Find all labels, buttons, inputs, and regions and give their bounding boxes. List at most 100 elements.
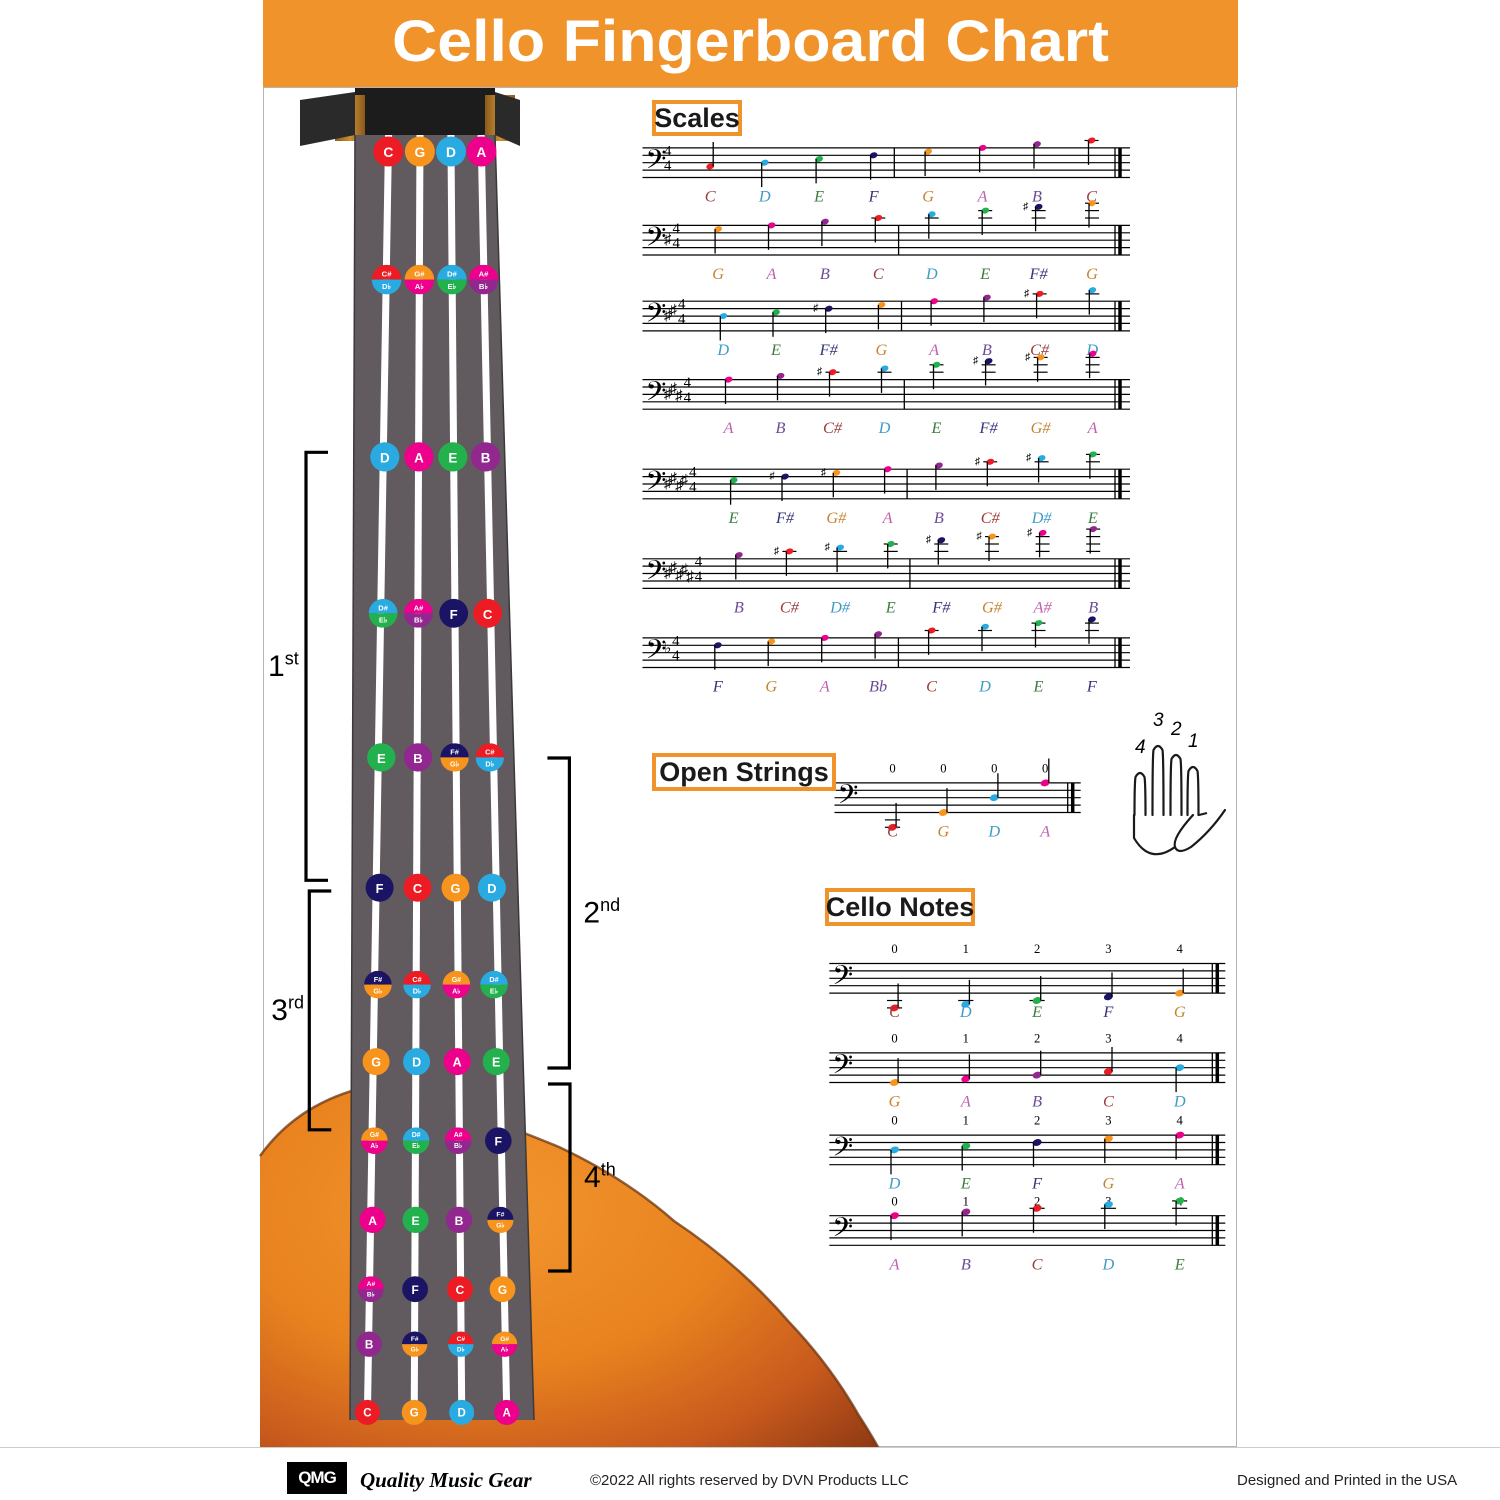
svg-text:A: A	[819, 677, 830, 696]
svg-text:B: B	[1032, 187, 1042, 206]
svg-text:E: E	[492, 1056, 500, 1070]
svg-text:C: C	[705, 187, 717, 206]
svg-text:G: G	[415, 145, 426, 160]
svg-text:B: B	[734, 597, 744, 616]
svg-text:F#: F#	[496, 1211, 504, 1218]
svg-text:C: C	[483, 607, 493, 622]
svg-text:G♭: G♭	[411, 1345, 419, 1353]
svg-text:3: 3	[1105, 1114, 1111, 1128]
svg-text:4: 4	[1177, 1032, 1184, 1046]
svg-text:G♭: G♭	[496, 1221, 505, 1229]
svg-text:C: C	[1103, 1092, 1115, 1111]
svg-text:D#: D#	[829, 597, 851, 616]
svg-text:4: 4	[664, 158, 672, 174]
svg-text:F#: F#	[775, 508, 795, 527]
svg-text:♯: ♯	[669, 303, 677, 319]
svg-text:0: 0	[940, 762, 946, 776]
svg-text:B: B	[1032, 1092, 1042, 1111]
svg-text:D: D	[959, 1002, 972, 1021]
svg-text:C#: C#	[457, 1336, 466, 1343]
svg-text:G#: G#	[826, 508, 847, 527]
svg-text:0: 0	[891, 942, 897, 956]
svg-text:2: 2	[1034, 942, 1040, 956]
svg-text:4: 4	[689, 465, 697, 481]
svg-text:♯: ♯	[1024, 288, 1029, 299]
svg-text:2: 2	[1034, 1032, 1040, 1046]
svg-text:G: G	[1174, 1002, 1186, 1021]
svg-text:A: A	[1039, 822, 1050, 841]
svg-text:F: F	[712, 677, 724, 696]
svg-text:3: 3	[1105, 1032, 1111, 1046]
svg-text:G: G	[410, 1407, 419, 1419]
svg-text:E: E	[412, 1214, 420, 1228]
svg-text:D: D	[412, 1056, 421, 1070]
svg-text:0: 0	[1042, 762, 1048, 776]
svg-text:D♭: D♭	[382, 282, 392, 291]
svg-text:G: G	[371, 1056, 381, 1070]
svg-text:E♭: E♭	[448, 282, 457, 291]
svg-text:A♭: A♭	[415, 282, 425, 291]
svg-text:B: B	[934, 508, 944, 527]
svg-text:Bb: Bb	[869, 677, 887, 696]
svg-text:D: D	[987, 822, 1000, 841]
svg-text:♯: ♯	[1023, 201, 1028, 212]
svg-text:A: A	[1174, 1174, 1185, 1193]
svg-text:D: D	[380, 450, 390, 465]
svg-text:F: F	[1031, 1174, 1043, 1193]
svg-text:G#: G#	[500, 1336, 509, 1343]
svg-text:E: E	[1174, 1254, 1185, 1273]
svg-text:A: A	[453, 1056, 462, 1070]
svg-text:E: E	[1087, 508, 1098, 527]
svg-text:𝄢: 𝄢	[832, 961, 853, 997]
svg-text:♯: ♯	[824, 542, 829, 553]
svg-text:4: 4	[672, 221, 680, 237]
svg-text:C: C	[926, 677, 938, 696]
svg-text:4: 4	[684, 390, 692, 406]
svg-text:E: E	[931, 418, 942, 437]
svg-text:G: G	[876, 340, 888, 359]
svg-text:D: D	[716, 340, 729, 359]
svg-text:B♭: B♭	[454, 1142, 462, 1150]
svg-text:E: E	[1033, 677, 1044, 696]
svg-text:E: E	[448, 450, 457, 465]
svg-text:F: F	[868, 187, 880, 206]
svg-text:D♭: D♭	[485, 759, 494, 768]
svg-text:3: 3	[1153, 710, 1164, 731]
svg-text:1st: 1st	[268, 648, 299, 683]
svg-text:E: E	[728, 508, 739, 527]
svg-text:D#: D#	[1031, 508, 1053, 527]
svg-text:♯: ♯	[821, 467, 826, 478]
svg-text:D: D	[878, 418, 891, 437]
svg-text:G: G	[1086, 264, 1098, 283]
svg-text:C: C	[887, 822, 899, 841]
svg-text:E: E	[813, 187, 824, 206]
svg-text:4: 4	[689, 479, 697, 495]
svg-text:C: C	[1032, 1254, 1044, 1273]
svg-text:F#: F#	[979, 418, 999, 437]
svg-text:1: 1	[963, 1032, 969, 1046]
svg-text:4: 4	[672, 648, 680, 664]
svg-text:B: B	[1088, 597, 1098, 616]
svg-text:F#: F#	[450, 748, 459, 757]
svg-text:♯: ♯	[675, 388, 683, 404]
svg-text:4: 4	[678, 311, 686, 327]
svg-text:B♭: B♭	[414, 615, 423, 624]
svg-text:G♭: G♭	[373, 986, 382, 995]
svg-text:D: D	[446, 145, 456, 160]
svg-text:G: G	[1103, 1174, 1115, 1193]
svg-text:G: G	[889, 1092, 901, 1111]
svg-text:B: B	[982, 340, 992, 359]
svg-text:3rd: 3rd	[271, 992, 304, 1027]
svg-text:1: 1	[963, 942, 969, 956]
svg-text:F: F	[450, 607, 458, 622]
svg-text:C: C	[456, 1283, 465, 1297]
svg-text:A: A	[977, 187, 988, 206]
svg-text:♯: ♯	[1027, 527, 1032, 538]
svg-text:2nd: 2nd	[583, 895, 620, 930]
svg-text:A#: A#	[454, 1132, 463, 1139]
svg-text:C: C	[873, 264, 885, 283]
svg-text:C#: C#	[780, 597, 800, 616]
svg-text:♯: ♯	[1026, 453, 1031, 464]
svg-text:E: E	[377, 751, 386, 766]
svg-text:4: 4	[1177, 942, 1184, 956]
